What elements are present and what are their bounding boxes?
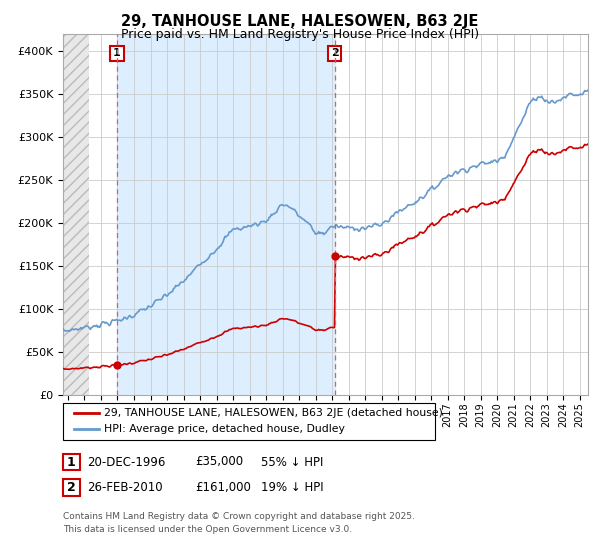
Text: 1: 1 bbox=[113, 49, 121, 58]
Text: 55% ↓ HPI: 55% ↓ HPI bbox=[261, 455, 323, 469]
Text: 29, TANHOUSE LANE, HALESOWEN, B63 2JE: 29, TANHOUSE LANE, HALESOWEN, B63 2JE bbox=[121, 14, 479, 29]
Text: Price paid vs. HM Land Registry's House Price Index (HPI): Price paid vs. HM Land Registry's House … bbox=[121, 28, 479, 41]
Text: 29, TANHOUSE LANE, HALESOWEN, B63 2JE (detached house): 29, TANHOUSE LANE, HALESOWEN, B63 2JE (d… bbox=[104, 408, 443, 418]
Text: 20-DEC-1996: 20-DEC-1996 bbox=[87, 455, 166, 469]
Text: £161,000: £161,000 bbox=[195, 480, 251, 494]
Text: Contains HM Land Registry data © Crown copyright and database right 2025.: Contains HM Land Registry data © Crown c… bbox=[63, 512, 415, 521]
Text: HPI: Average price, detached house, Dudley: HPI: Average price, detached house, Dudl… bbox=[104, 424, 344, 435]
Bar bbox=[117, 34, 335, 395]
Text: 2: 2 bbox=[331, 49, 338, 58]
Bar bbox=[63, 34, 89, 395]
Text: 26-FEB-2010: 26-FEB-2010 bbox=[87, 480, 163, 494]
Text: 1: 1 bbox=[67, 455, 76, 469]
Text: This data is licensed under the Open Government Licence v3.0.: This data is licensed under the Open Gov… bbox=[63, 525, 352, 534]
Text: £35,000: £35,000 bbox=[195, 455, 243, 469]
Text: 19% ↓ HPI: 19% ↓ HPI bbox=[261, 480, 323, 494]
Text: 2: 2 bbox=[67, 480, 76, 494]
